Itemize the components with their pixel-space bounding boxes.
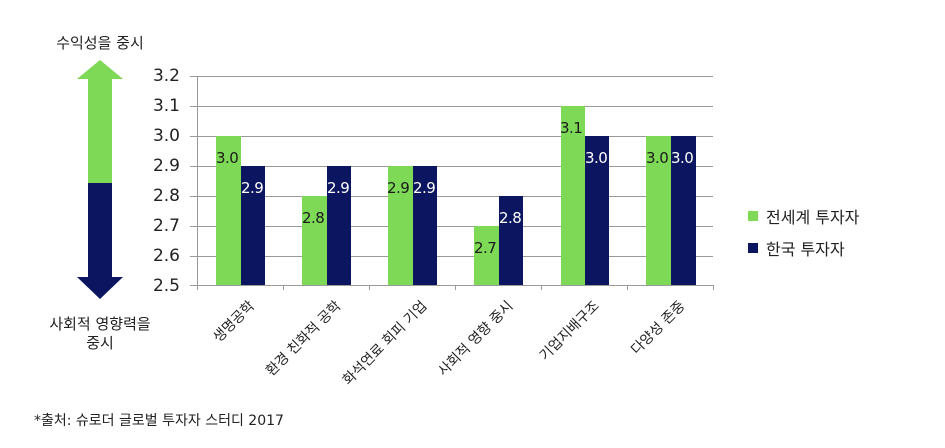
x-tick — [283, 285, 284, 290]
legend-item-korea: 한국 투자자 — [748, 236, 845, 260]
x-category-label: 기업지배구조 — [536, 298, 603, 365]
bar-korea-fossil-avoidance — [413, 166, 437, 285]
bar-world-eco-engineering — [302, 196, 327, 285]
gridline — [190, 166, 713, 167]
gridline — [190, 136, 713, 137]
value-label-korea: 3.0 — [671, 149, 694, 167]
bar-korea-eco-engineering — [327, 166, 351, 285]
bar-world-fossil-avoidance — [388, 166, 413, 285]
x-tick — [627, 285, 628, 290]
y-tick-label: 2.5 — [152, 276, 180, 296]
bar-korea-diversity — [671, 136, 696, 285]
gridline — [190, 106, 713, 107]
legend-item-world: 전세계 투자자 — [748, 204, 859, 228]
double-arrow-icon — [77, 60, 123, 299]
value-label-world: 2.7 — [474, 239, 497, 257]
x-category-label: 화석연료 회피 기업 — [339, 298, 431, 389]
bottom-side-label-line1: 사회적 영향력을 — [49, 315, 151, 333]
bar-korea-social-impact — [499, 196, 523, 285]
x-category-label: 환경 친화적 공학 — [263, 298, 345, 380]
legend-label: 한국 투자자 — [766, 240, 845, 259]
value-label-world: 3.1 — [560, 119, 583, 137]
x-axis-line — [190, 285, 713, 286]
x-category-label: 다양성 존중 — [628, 298, 689, 359]
bar-world-diversity — [646, 136, 671, 285]
bar-world-governance — [561, 106, 585, 285]
bar-korea-biotech — [241, 166, 265, 285]
value-label-korea: 2.9 — [241, 179, 264, 197]
value-label-korea: 2.9 — [327, 179, 350, 197]
gridline — [190, 226, 713, 227]
gridline — [190, 196, 713, 197]
bar-world-biotech — [216, 136, 241, 285]
bottom-side-label: 사회적 영향력을 중시 — [20, 315, 180, 353]
y-tick-label: 2.9 — [152, 156, 180, 176]
x-category-label: 생명공학 — [210, 298, 259, 346]
y-tick-label: 2.7 — [152, 216, 180, 236]
x-category-label: 사회적 영향 중시 — [435, 298, 517, 380]
x-tick — [713, 285, 714, 290]
y-tick-label: 2.8 — [152, 186, 180, 206]
value-label-world: 3.0 — [216, 149, 239, 167]
y-tick-label: 3.1 — [152, 96, 180, 116]
source-note: *출처: 슈로더 글로벌 투자자 스터디 2017 — [34, 413, 284, 429]
x-tick — [369, 285, 370, 290]
top-side-label: 수익성을 중시 — [56, 34, 144, 52]
value-label-world: 2.9 — [387, 179, 410, 197]
gridline — [190, 256, 713, 257]
value-label-world: 2.8 — [302, 209, 325, 227]
gridline — [190, 76, 713, 77]
bottom-side-label-line2: 중시 — [86, 334, 114, 352]
legend-label: 전세계 투자자 — [766, 208, 860, 227]
x-tick — [541, 285, 542, 290]
value-label-korea: 2.9 — [413, 179, 436, 197]
bar-world-social-impact — [474, 226, 499, 285]
value-label-korea: 2.8 — [499, 209, 522, 227]
y-axis-line — [197, 76, 198, 290]
bar-korea-governance — [585, 136, 609, 285]
y-tick-label: 3.0 — [152, 126, 180, 146]
legend-swatch-navy-icon — [748, 243, 758, 253]
x-tick — [455, 285, 456, 290]
y-tick-label: 3.2 — [152, 66, 180, 86]
legend-swatch-green-icon — [748, 211, 758, 221]
value-label-korea: 3.0 — [585, 149, 608, 167]
value-label-world: 3.0 — [646, 149, 669, 167]
y-tick-label: 2.6 — [152, 246, 180, 266]
